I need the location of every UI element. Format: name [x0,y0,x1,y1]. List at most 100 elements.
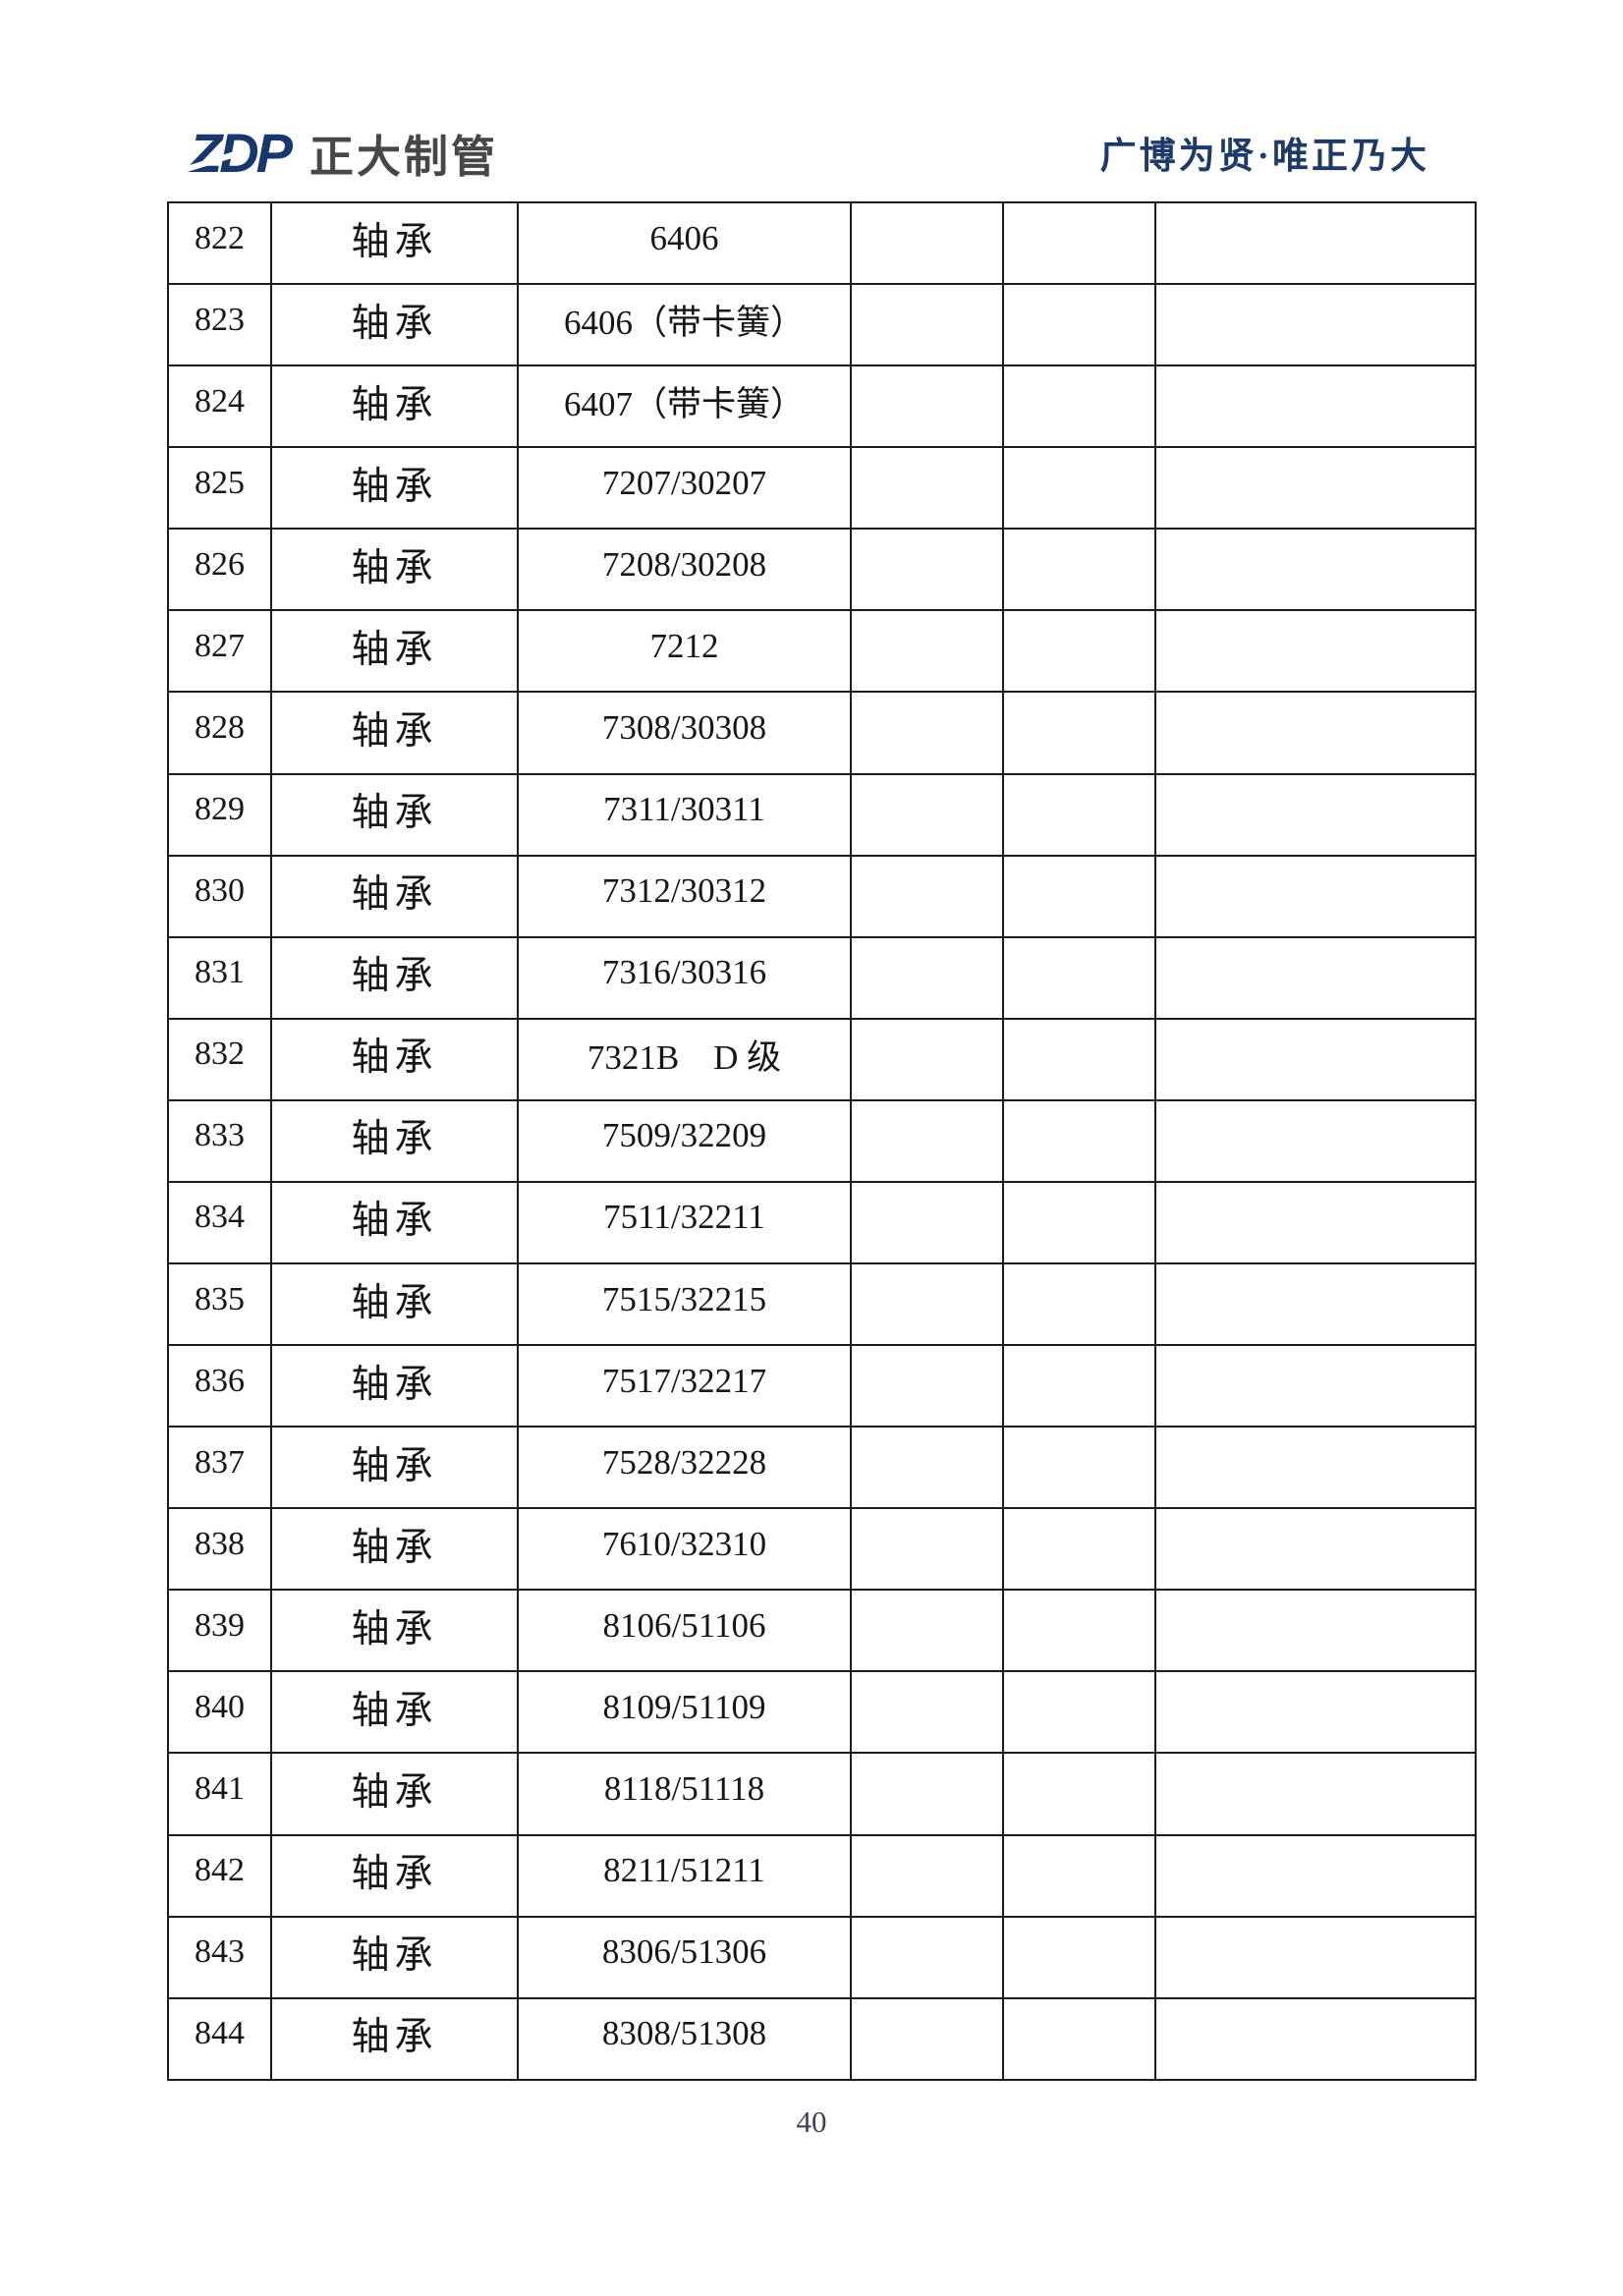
row-number-cell: 835 [167,1262,272,1347]
part-model-cell: 6406（带卡簧） [517,283,852,367]
row-number-cell: 828 [167,691,272,775]
page-number: 40 [796,2104,827,2139]
table-row: 842 轴承 8211/51211 [167,1833,1477,1918]
empty-cell [1154,935,1477,1020]
part-name-cell: 轴承 [270,200,519,286]
part-name-cell: 轴承 [270,1996,519,2082]
part-model-cell: 7308/30308 [517,691,852,775]
part-name-cell: 轴承 [270,772,519,857]
table-row: 822 轴承 6406 [167,200,1477,286]
table-row: 827 轴承 7212 [167,609,1477,694]
table-row: 840 轴承 8109/51109 [167,1670,1477,1755]
empty-cell [1154,364,1477,449]
empty-cell [850,609,1004,694]
table-row: 835 轴承 7515/32215 [167,1262,1477,1347]
part-name-cell: 轴承 [270,1262,519,1347]
empty-cell [1154,691,1477,775]
empty-cell [1002,1670,1156,1755]
company-name-text: 正大制管 [309,132,499,182]
empty-cell [1154,1752,1477,1836]
empty-cell [850,1589,1004,1673]
table-row: 829 轴承 7311/30311 [167,772,1477,857]
part-name-cell: 轴承 [270,609,519,694]
empty-cell [850,1344,1004,1428]
empty-cell [850,1915,1004,1999]
row-number-cell: 843 [167,1915,272,1999]
empty-cell [1002,446,1156,531]
row-number-cell: 831 [167,935,272,1020]
row-number-cell: 824 [167,364,272,449]
part-name-cell: 轴承 [270,854,519,938]
empty-cell [1002,283,1156,367]
part-name-cell: 轴承 [270,1589,519,1673]
empty-cell [1002,1915,1156,1999]
table-row: 823 轴承 6406（带卡簧） [167,283,1477,367]
part-model-cell: 7311/30311 [517,772,852,857]
row-number-cell: 829 [167,772,272,857]
empty-cell [1002,1017,1156,1101]
table-row: 841 轴承 8118/51118 [167,1752,1477,1836]
row-number-cell: 833 [167,1098,272,1183]
part-name-cell: 轴承 [270,1507,519,1592]
empty-cell [1002,1752,1156,1836]
company-logo: ZDP 正大制管 [181,126,499,185]
empty-cell [850,1996,1004,2082]
row-number-cell: 827 [167,609,272,694]
empty-cell [1002,1996,1156,2082]
empty-cell [850,1752,1004,1836]
empty-cell [1154,1507,1477,1592]
empty-cell [1002,1589,1156,1673]
empty-cell [850,446,1004,531]
empty-cell [1154,772,1477,857]
part-name-cell: 轴承 [270,1670,519,1755]
row-number-cell: 834 [167,1180,272,1265]
row-number-cell: 823 [167,283,272,367]
part-name-cell: 轴承 [270,1344,519,1428]
part-name-cell: 轴承 [270,1426,519,1510]
empty-cell [1154,1833,1477,1918]
table-row: 830 轴承 7312/30312 [167,854,1477,938]
row-number-cell: 842 [167,1833,272,1918]
part-model-cell: 7509/32209 [517,1098,852,1183]
part-model-cell: 7511/32211 [517,1180,852,1265]
empty-cell [850,528,1004,612]
empty-cell [1154,609,1477,694]
empty-cell [850,1426,1004,1510]
table-row: 828 轴承 7308/30308 [167,691,1477,775]
zdp-logo-icon: ZDP [181,126,293,181]
part-name-cell: 轴承 [270,283,519,367]
part-model-cell: 7212 [517,609,852,694]
row-number-cell: 837 [167,1426,272,1510]
table-row: 843 轴承 8306/51306 [167,1915,1477,1999]
part-model-cell: 7207/30207 [517,446,852,531]
part-name-cell: 轴承 [270,1180,519,1265]
parts-table-body: 822 轴承 6406 823 轴承 6406（带卡簧） 824 轴承 6407… [167,200,1477,2082]
part-model-cell: 7316/30316 [517,935,852,1020]
part-model-cell: 8306/51306 [517,1915,852,1999]
empty-cell [1002,772,1156,857]
row-number-cell: 838 [167,1507,272,1592]
empty-cell [1154,854,1477,938]
empty-cell [850,1180,1004,1265]
part-model-cell: 8109/51109 [517,1670,852,1755]
table-row: 844 轴承 8308/51308 [167,1996,1477,2082]
table-row: 824 轴承 6407（带卡簧） [167,364,1477,449]
empty-cell [850,1670,1004,1755]
part-name-cell: 轴承 [270,1098,519,1183]
table-row: 837 轴承 7528/32228 [167,1426,1477,1510]
empty-cell [1002,1344,1156,1428]
empty-cell [1154,1589,1477,1673]
row-number-cell: 844 [167,1996,272,2082]
empty-cell [1154,446,1477,531]
row-number-cell: 826 [167,528,272,612]
empty-cell [1154,1996,1477,2082]
part-model-cell: 8308/51308 [517,1996,852,2082]
empty-cell [850,1833,1004,1918]
part-name-cell: 轴承 [270,1752,519,1836]
empty-cell [1154,1180,1477,1265]
row-number-cell: 822 [167,200,272,286]
row-number-cell: 841 [167,1752,272,1836]
row-number-cell: 839 [167,1589,272,1673]
empty-cell [1154,200,1477,286]
table-row: 825 轴承 7207/30207 [167,446,1477,531]
